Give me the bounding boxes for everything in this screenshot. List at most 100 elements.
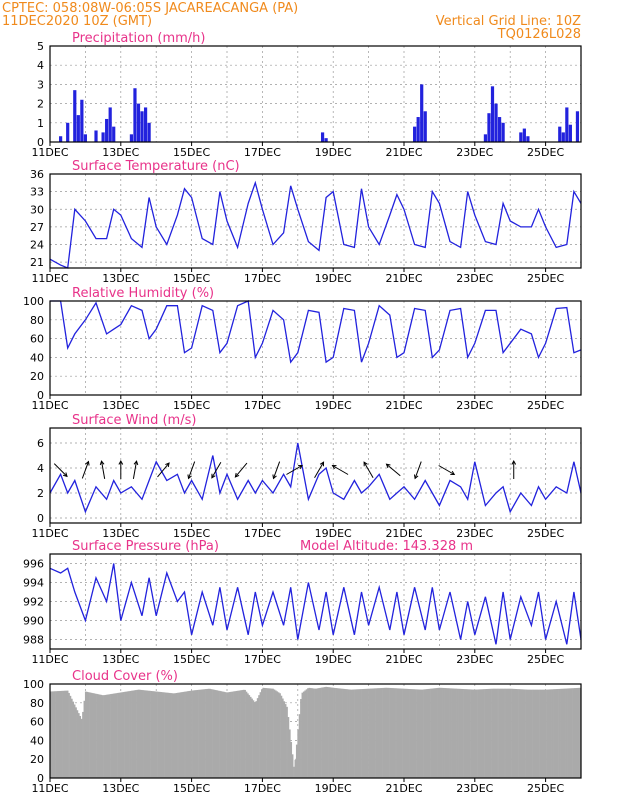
cloud-bar (276, 691, 279, 778)
cloud-bar (325, 686, 327, 778)
panel-4: 988 990 992 994 996 11DEC 13DEC 15DEC 17DEC 19DEC… (23, 539, 582, 666)
cloud-bar (547, 689, 550, 778)
y-tick-label: 6 (37, 437, 44, 450)
cloud-bar (516, 689, 519, 778)
cloud-bar (219, 690, 221, 778)
panels: 0 1 2 3 4 5 11DEC 13DEC 15DEC 17DEC 19DEC 21DEC 23DE… (23, 31, 582, 795)
cloud-bar (62, 690, 65, 778)
cloud-bar (117, 692, 119, 778)
cloud-bar (139, 689, 142, 778)
wind-arrow-head (319, 461, 325, 467)
cloud-bar (214, 690, 217, 778)
cloud-bar (557, 688, 559, 778)
cloud-bar (532, 689, 534, 778)
wind-arrow (234, 462, 248, 478)
cloud-bar (574, 688, 576, 778)
y-tick-label: 0 (37, 136, 44, 149)
cloud-bar (179, 692, 182, 778)
cloud-bar (427, 688, 429, 778)
cloud-bar (103, 695, 105, 778)
cloud-bar (186, 691, 189, 778)
cloud-bar (69, 695, 72, 778)
cloud-bar (196, 689, 199, 778)
cloud-bar (502, 688, 505, 778)
cloud-bar (98, 694, 101, 778)
cloud-bar (83, 700, 86, 778)
cloud-bar (558, 688, 561, 778)
cloud-bar (512, 688, 515, 778)
x-tick-label: 23DEC (456, 527, 493, 540)
x-tick-label: 23DEC (456, 399, 493, 412)
cloud-bar (406, 688, 409, 778)
cloud-bar (349, 689, 351, 778)
precip-bar (140, 111, 144, 142)
cloud-bar (188, 690, 191, 778)
cloud-bar (125, 691, 128, 778)
cloud-bar (266, 688, 269, 778)
grid-note: Vertical Grid Line: 10Z (436, 14, 581, 29)
cloud-bar (210, 689, 213, 778)
cloud-bar (298, 714, 301, 778)
cloud-bar (65, 690, 68, 778)
cloud-bar (245, 691, 248, 778)
cloud-bar (270, 688, 273, 778)
precip-bar (490, 86, 495, 142)
cloud-bar (543, 689, 545, 778)
cloud-bar (525, 689, 527, 778)
cloud-bar (182, 691, 185, 778)
precip-bar (416, 117, 420, 142)
cloud-bar (212, 689, 214, 778)
cloud-bar (445, 688, 448, 778)
precip-bar (143, 107, 148, 142)
x-tick-label: 15DEC (173, 146, 210, 159)
cloud-bar (488, 688, 491, 778)
cloud-bar (256, 698, 259, 778)
cloud-bar (413, 689, 416, 778)
cloud-bar (311, 688, 314, 778)
wind-arrow (386, 463, 401, 477)
cloud-bar (515, 689, 518, 778)
y-tick-label: 0 (37, 512, 44, 525)
cloud-bar (411, 689, 414, 778)
x-tick-label: 17DEC (244, 782, 281, 795)
cloud-bar (122, 692, 125, 778)
cloud-bar (407, 688, 410, 778)
wind-arrow (414, 461, 422, 479)
cloud-bar (319, 687, 322, 778)
cloud-bar (206, 688, 209, 778)
cloud-bar (417, 689, 420, 778)
cloud-bar (328, 687, 330, 778)
precip-bar (526, 136, 530, 142)
cloud-bar (259, 692, 262, 778)
cloud-bar (175, 692, 178, 778)
x-tick-label: 19DEC (315, 272, 352, 285)
series-line (49, 563, 582, 645)
cloud-bar (465, 689, 467, 778)
cloud-bar (451, 688, 453, 778)
cloud-bar (55, 691, 58, 778)
precip-bar (494, 103, 498, 142)
precip-bar (519, 132, 523, 142)
cloud-bar (191, 690, 193, 778)
cloud-bar (354, 689, 357, 778)
cloud-bar (300, 698, 302, 778)
cloud-bar (365, 688, 368, 778)
x-tick-label: 21DEC (385, 146, 422, 159)
cloud-bar (550, 689, 552, 778)
cloud-bar (403, 688, 406, 778)
cloud-bar (293, 766, 295, 778)
x-tick-label: 23DEC (456, 782, 493, 795)
cloud-bar (519, 689, 522, 778)
cloud-bar (379, 688, 382, 778)
cloud-bar (312, 688, 315, 778)
cloud-bar (578, 687, 580, 778)
cloud-bar (392, 688, 395, 778)
cloud-bar (520, 689, 523, 778)
cloud-bar (511, 688, 513, 778)
x-tick-label: 13DEC (102, 399, 139, 412)
cloud-bar (442, 687, 445, 778)
cloud-bar (82, 711, 84, 778)
panel-frame (49, 45, 582, 143)
cloud-bar (382, 687, 385, 778)
y-tick-label: 36 (30, 168, 44, 181)
